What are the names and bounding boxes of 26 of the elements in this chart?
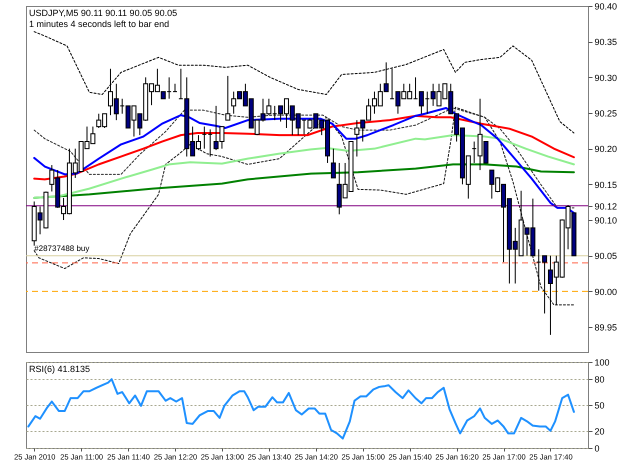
candlestick — [330, 148, 336, 178]
y-tick-label: 90.05 — [594, 251, 618, 262]
y-tick-label: 50 — [594, 400, 605, 410]
y-tick-label: 90.25 — [594, 108, 618, 119]
y-tick-label: 90.40 — [594, 2, 618, 12]
y-tick-label: 20 — [594, 426, 605, 436]
chart-title: USDJPY,M5 90.11 90.11 90.05 90.05 — [29, 8, 178, 18]
y-tick-label: 90.20 — [594, 144, 618, 154]
candlestick — [225, 75, 230, 121]
y-tick-label: 90.10 — [594, 216, 618, 226]
chart-title: RSI(6) 41.8135 — [29, 364, 90, 374]
y-tick-label: 100 — [594, 358, 610, 368]
y-tick-label: 90.15 — [594, 180, 618, 190]
y-tick-label: 90.12 — [594, 201, 618, 212]
y-tick-label: 90.35 — [594, 37, 618, 48]
y-tick-label: 90.00 — [594, 286, 618, 297]
line-series — [33, 114, 575, 180]
line-series — [34, 31, 574, 134]
annotation: #28737488 buy — [34, 244, 90, 253]
y-tick-label: 90.30 — [594, 72, 618, 83]
y-tick-label: 80 — [594, 374, 605, 385]
line-series — [34, 106, 574, 306]
text: 1 minutes 4 seconds left to bar end — [29, 19, 170, 29]
line-series — [27, 378, 575, 440]
y-tick-label: 0 — [594, 444, 600, 454]
y-tick-label: 89.95 — [594, 322, 618, 333]
